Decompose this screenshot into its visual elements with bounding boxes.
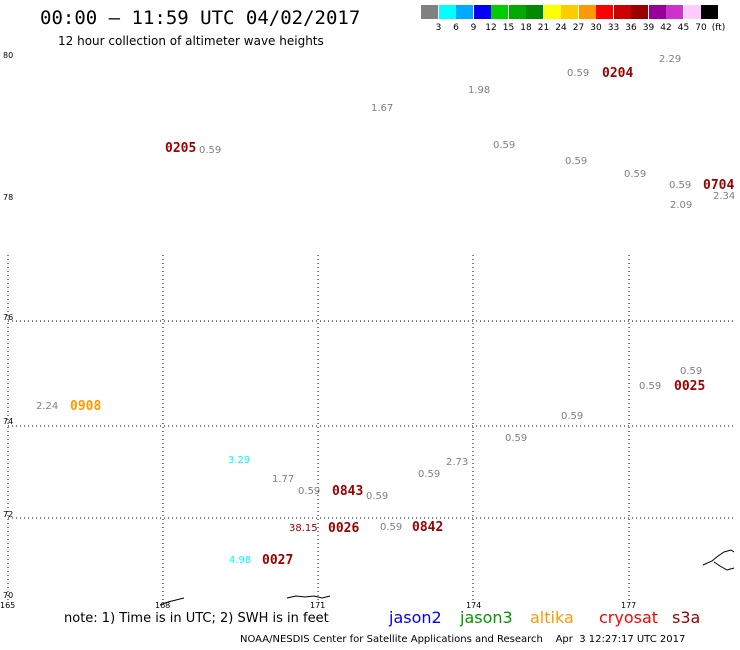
color-scale-swatch — [561, 5, 578, 19]
legend-item-jason3: jason3 — [460, 608, 513, 627]
color-scale-swatch — [701, 5, 718, 19]
wave-height-value: 1.77 — [272, 474, 294, 485]
color-scale-label: 39 — [642, 23, 655, 33]
coastline-segment — [286, 595, 331, 599]
color-scale-swatch — [683, 5, 701, 19]
coastline-segment — [702, 549, 735, 566]
lat-lon-grid — [7, 255, 735, 600]
color-scale-label: 42 — [660, 23, 672, 33]
wave-height-value: 0.59 — [680, 366, 702, 377]
longitude-label: 171 — [310, 601, 325, 610]
legend-item-s3a: s3a — [672, 608, 701, 627]
wave-height-value: 1.67 — [371, 103, 393, 114]
color-scale-swatch — [648, 5, 666, 19]
legend-item-altika: altika — [530, 608, 574, 627]
color-scale-label: 9 — [470, 23, 477, 33]
wave-height-value: 0.59 — [561, 411, 583, 422]
pass-time-label: 0027 — [262, 553, 293, 568]
latitude-label: 70 — [3, 591, 13, 600]
longitude-label: 165 — [0, 601, 15, 610]
wave-height-value: 0.59 — [624, 169, 646, 180]
coastline — [159, 549, 735, 606]
wave-height-value: 2.34 — [713, 191, 735, 202]
color-scale-swatch — [508, 5, 526, 19]
wave-height-value: 0.59 — [505, 433, 527, 444]
pass-time-label: 0843 — [332, 484, 363, 499]
pass-time-label: 0908 — [70, 399, 101, 414]
color-scale-label: 33 — [607, 23, 620, 33]
color-scale-swatch — [421, 5, 438, 19]
color-scale-label: 30 — [590, 23, 602, 33]
longitude-label: 174 — [466, 601, 481, 610]
color-scale-label: 45 — [677, 23, 690, 33]
pass-time-label: 0026 — [328, 521, 359, 536]
wave-height-value: 0.59 — [493, 140, 515, 151]
color-scale-label: 27 — [572, 23, 585, 33]
page-subtitle: 12 hour collection of altimeter wave hei… — [58, 34, 324, 48]
pass-time-label: 0842 — [412, 520, 443, 535]
color-scale-swatch — [526, 5, 543, 19]
pass-time-label: 0025 — [674, 379, 705, 394]
longitude-label: 177 — [621, 601, 636, 610]
color-scale-label: 24 — [555, 23, 567, 33]
wave-height-value: 3.29 — [228, 455, 250, 466]
latitude-label: 76 — [3, 313, 13, 322]
wave-height-value: 2.73 — [446, 457, 468, 468]
wave-height-value: 0.59 — [669, 180, 691, 191]
wave-height-value: 2.29 — [659, 54, 681, 65]
wave-height-value: 0.59 — [298, 486, 320, 497]
color-scale-label: 12 — [485, 23, 497, 33]
page-title: 00:00 – 11:59 UTC 04/02/2017 — [40, 7, 361, 29]
coastline-segment — [159, 597, 185, 606]
latitude-label: 78 — [3, 193, 13, 202]
color-scale-swatch — [578, 5, 596, 19]
color-scale-label: 18 — [520, 23, 532, 33]
units-note: note: 1) Time is in UTC; 2) SWH is in fe… — [64, 611, 329, 626]
color-scale-label: 36 — [625, 23, 637, 33]
pass-time-label: 0704 — [703, 178, 734, 193]
wave-height-value: 2.24 — [36, 401, 58, 412]
pass-time-label: 0205 — [165, 141, 196, 156]
wave-height-value: 0.59 — [565, 156, 587, 167]
latitude-label: 80 — [3, 51, 13, 60]
color-scale-label: 6 — [453, 23, 459, 33]
color-scale-swatch — [456, 5, 473, 19]
color-scale-swatch — [596, 5, 613, 19]
color-scale-swatch — [631, 5, 648, 19]
wave-height-value: 0.59 — [639, 381, 661, 392]
color-scale-label: (ft) — [711, 23, 726, 33]
color-scale-label: 21 — [537, 23, 550, 33]
footer-credit: NOAA/NESDIS Center for Satellite Applica… — [240, 634, 686, 645]
latitude-label: 74 — [3, 417, 13, 426]
wave-height-value: 4.98 — [229, 555, 251, 566]
color-scale-label: 3 — [435, 23, 442, 33]
color-scale-label: 70 — [695, 23, 707, 33]
color-scale-swatch — [438, 5, 456, 19]
color-scale-swatch — [613, 5, 631, 19]
pass-time-label: 0204 — [602, 66, 633, 81]
wave-height-value: 0.59 — [418, 469, 440, 480]
wave-height-value: 0.59 — [199, 145, 221, 156]
wave-height-value: 1.98 — [468, 85, 490, 96]
wave-height-value: 0.59 — [366, 491, 388, 502]
latitude-label: 72 — [3, 510, 13, 519]
wave-height-value: 2.09 — [670, 200, 692, 211]
color-scale-swatch — [473, 5, 491, 19]
longitude-label: 168 — [155, 601, 170, 610]
wave-height-value: 38.15 — [289, 523, 318, 534]
color-scale-swatch — [543, 5, 561, 19]
legend-item-jason2: jason2 — [389, 608, 442, 627]
color-scale-swatch — [666, 5, 683, 19]
longitude-labels: 165 168 171 174 177 — [0, 601, 636, 610]
color-scale-label: 15 — [502, 23, 515, 33]
color-scale-swatch — [491, 5, 508, 19]
legend-item-cryosat: cryosat — [599, 608, 659, 627]
wave-height-value: 0.59 — [380, 522, 402, 533]
latitude-labels: 80 78 76 74 72 70 — [3, 51, 13, 600]
coastline-segment — [713, 561, 735, 571]
wave-height-value: 0.59 — [567, 68, 589, 79]
